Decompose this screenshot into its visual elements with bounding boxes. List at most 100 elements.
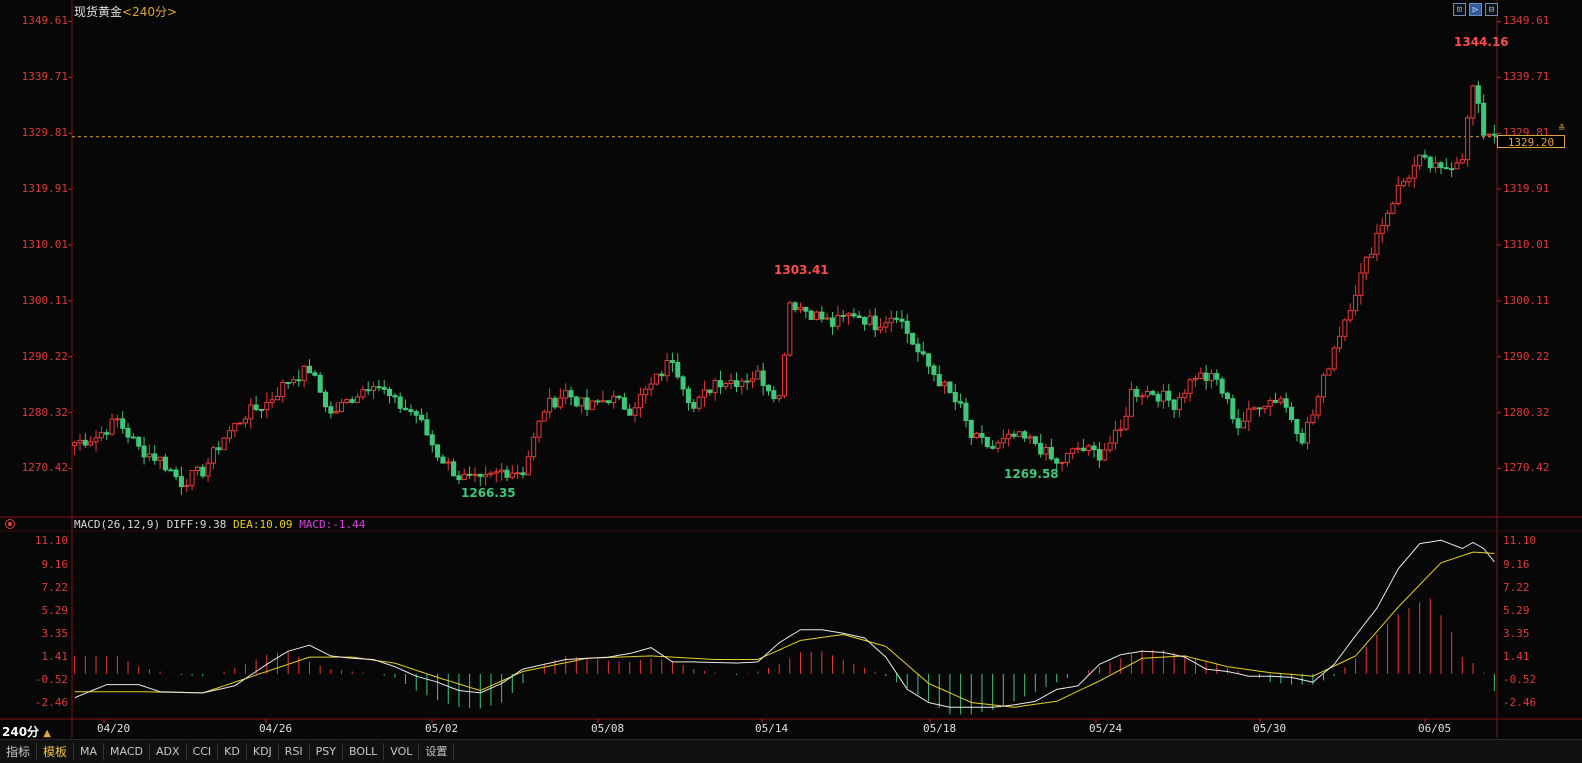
candle-body [509, 472, 515, 478]
candle-body [995, 442, 1001, 449]
candle-body [1016, 431, 1022, 437]
tab-adx[interactable]: ADX [150, 743, 187, 761]
candle-body [685, 388, 691, 404]
high-annotation: 1344.16 [1454, 35, 1509, 49]
candle-body [1134, 388, 1140, 397]
window-play-icon[interactable]: ▷ [1469, 3, 1482, 16]
candle-body [483, 473, 489, 477]
candle-body [1240, 420, 1247, 429]
candle-body [984, 436, 990, 448]
candle-body [1166, 390, 1172, 401]
candle-body [680, 376, 686, 390]
date-axis-label: 06/05 [1418, 722, 1452, 735]
candle-body [830, 317, 836, 327]
candle-body [365, 389, 371, 392]
candle-body [659, 373, 665, 377]
window-restore-icon[interactable]: ⊡ [1453, 3, 1466, 16]
candle-body [1358, 272, 1364, 296]
candle-body [611, 395, 617, 404]
tab-settings[interactable]: 设置 [419, 743, 455, 761]
candle-body [1064, 452, 1070, 463]
candle-body [797, 306, 804, 311]
tab-cci[interactable]: CCI [187, 743, 219, 761]
candle-body [1305, 421, 1311, 444]
candle-body [584, 397, 590, 410]
candle-body [872, 315, 878, 331]
candle-body [274, 396, 281, 401]
tab-ma[interactable]: MA [74, 743, 105, 761]
tab-indicator[interactable]: 指标 [0, 743, 38, 761]
macd-macd-value: MACD:-1.44 [299, 518, 366, 531]
date-axis-label: 05/02 [425, 722, 459, 735]
candle-body [488, 472, 494, 475]
candle-body [1422, 154, 1428, 158]
candle-body [749, 378, 756, 382]
candle-body [867, 315, 873, 325]
candle-body [184, 484, 190, 488]
candle-body [424, 419, 430, 436]
candle-body [435, 444, 441, 458]
tab-psy[interactable]: PSY [310, 743, 344, 761]
candle-body [1486, 133, 1492, 136]
candle-body [1000, 438, 1006, 444]
tab-rsi[interactable]: RSI [279, 743, 310, 761]
candle-body [1176, 397, 1182, 410]
candle-body [242, 418, 248, 424]
period-dropdown-icon: ▲ [43, 728, 51, 739]
candle-body [520, 472, 526, 476]
candle-body [1475, 85, 1481, 104]
candle-body [1331, 347, 1337, 370]
candle-body [290, 379, 297, 384]
price-axis-label: 1349.61 [1503, 14, 1550, 28]
candle-body [178, 476, 184, 488]
candle-body [403, 407, 409, 411]
candle-body [1374, 232, 1380, 255]
candle-body [387, 388, 393, 396]
candle-body [1272, 399, 1279, 403]
candle-body [216, 447, 222, 451]
candle-body [1379, 224, 1385, 234]
tab-boll[interactable]: BOLL [343, 743, 385, 761]
candle-body [125, 427, 131, 438]
period-selector[interactable]: 240分 ▲ [2, 723, 72, 739]
candle-body [813, 311, 820, 320]
candle-body [664, 360, 670, 377]
candle-body [1080, 447, 1086, 451]
candle-body [616, 395, 622, 399]
candle-body [1353, 294, 1359, 312]
price-axis-label: 1270.42 [21, 461, 68, 475]
candle-body [397, 396, 403, 409]
candle-body [381, 386, 387, 390]
candle-body [98, 432, 104, 439]
indicator-settings-icon[interactable] [5, 519, 15, 529]
candle-body [1470, 85, 1476, 119]
candle-body [173, 469, 179, 478]
tab-macd[interactable]: MACD [104, 743, 151, 761]
macd-diff-value: DIFF:9.38 [166, 518, 227, 531]
candle-body [461, 473, 467, 481]
window-minimize-icon[interactable]: ⊟ [1485, 3, 1498, 16]
candle-body [1203, 372, 1209, 381]
candle-body [210, 447, 216, 464]
candle-body [1288, 406, 1295, 421]
tab-vol[interactable]: VOL [384, 743, 420, 761]
candle-body [776, 395, 782, 400]
candle-body [701, 389, 707, 398]
candle-body [1118, 428, 1124, 431]
tab-template[interactable]: 模板 [37, 743, 75, 761]
date-axis-label: 05/08 [591, 722, 625, 735]
macd-axis-label: 11.10 [1503, 534, 1537, 548]
tab-kd[interactable]: KD [218, 743, 247, 761]
candle-body [1054, 458, 1060, 464]
candle-body [445, 461, 451, 464]
candle-body [114, 418, 120, 421]
candle-body [1299, 433, 1305, 444]
candle-body [1491, 133, 1497, 136]
candle-body [1395, 184, 1401, 205]
candle-body [675, 361, 681, 378]
period-indicator[interactable]: <240分> [122, 5, 178, 19]
tab-kdj[interactable]: KDJ [247, 743, 279, 761]
candle-body [808, 310, 814, 320]
candle-body [77, 439, 83, 444]
